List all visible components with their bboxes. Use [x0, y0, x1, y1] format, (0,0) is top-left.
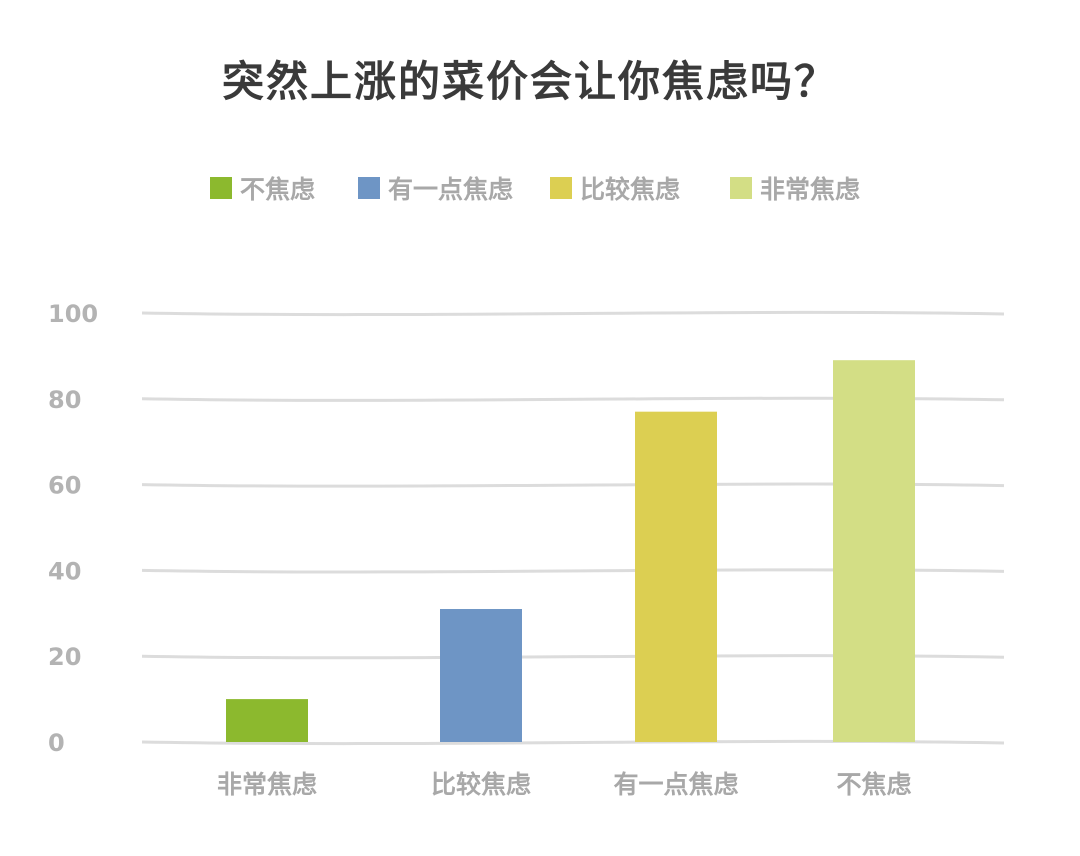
y-tick-label: 100: [48, 300, 98, 328]
y-tick-label: 20: [48, 643, 81, 671]
gridline: [141, 310, 1005, 317]
legend-item-3: 比较焦虑: [550, 170, 680, 206]
x-tick-label: 不焦虑: [836, 770, 911, 799]
legend-item-2: 有一点焦虑: [358, 170, 513, 206]
legend-label-3: 比较焦虑: [580, 175, 681, 204]
legend-swatch-2: [358, 177, 380, 199]
x-tick-label: 非常焦虑: [217, 770, 317, 799]
bar: [226, 699, 308, 742]
chart-title: 突然上涨的菜价会让你焦虑吗？: [221, 57, 838, 106]
y-tick-label: 40: [48, 557, 81, 585]
x-tick-label: 有一点焦虑: [613, 770, 738, 799]
legend-item-4: 非常焦虑: [730, 170, 860, 206]
legend-item-1: 不焦虑: [210, 170, 315, 206]
y-tick-label: 80: [48, 386, 81, 414]
bar: [440, 609, 522, 742]
legend-label-2: 有一点焦虑: [388, 175, 514, 204]
y-tick-label: 0: [48, 729, 65, 757]
bar: [635, 411, 717, 742]
legend-label-4: 非常焦虑: [760, 175, 861, 204]
legend-swatch-1: [210, 177, 232, 199]
bar: [833, 360, 915, 742]
x-tick-label: 比较焦虑: [431, 770, 531, 799]
legend: 不焦虑 有一点焦虑 比较焦虑 非常焦虑: [0, 170, 1080, 210]
y-tick-label: 60: [48, 472, 81, 500]
legend-swatch-4: [730, 177, 752, 199]
legend-label-1: 不焦虑: [240, 175, 316, 204]
legend-swatch-3: [550, 177, 572, 199]
